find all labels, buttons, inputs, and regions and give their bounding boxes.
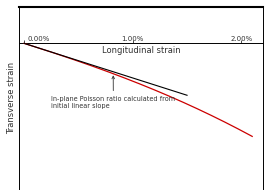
- Text: 2.00%: 2.00%: [230, 36, 252, 42]
- Text: 0.00%: 0.00%: [28, 36, 50, 42]
- Y-axis label: Transverse strain: Transverse strain: [7, 62, 16, 134]
- Text: In-plane Poisson ratio calculated from
initial linear slope: In-plane Poisson ratio calculated from i…: [51, 76, 176, 109]
- Text: 1.00%: 1.00%: [122, 36, 144, 42]
- X-axis label: Longitudinal strain: Longitudinal strain: [102, 46, 180, 55]
